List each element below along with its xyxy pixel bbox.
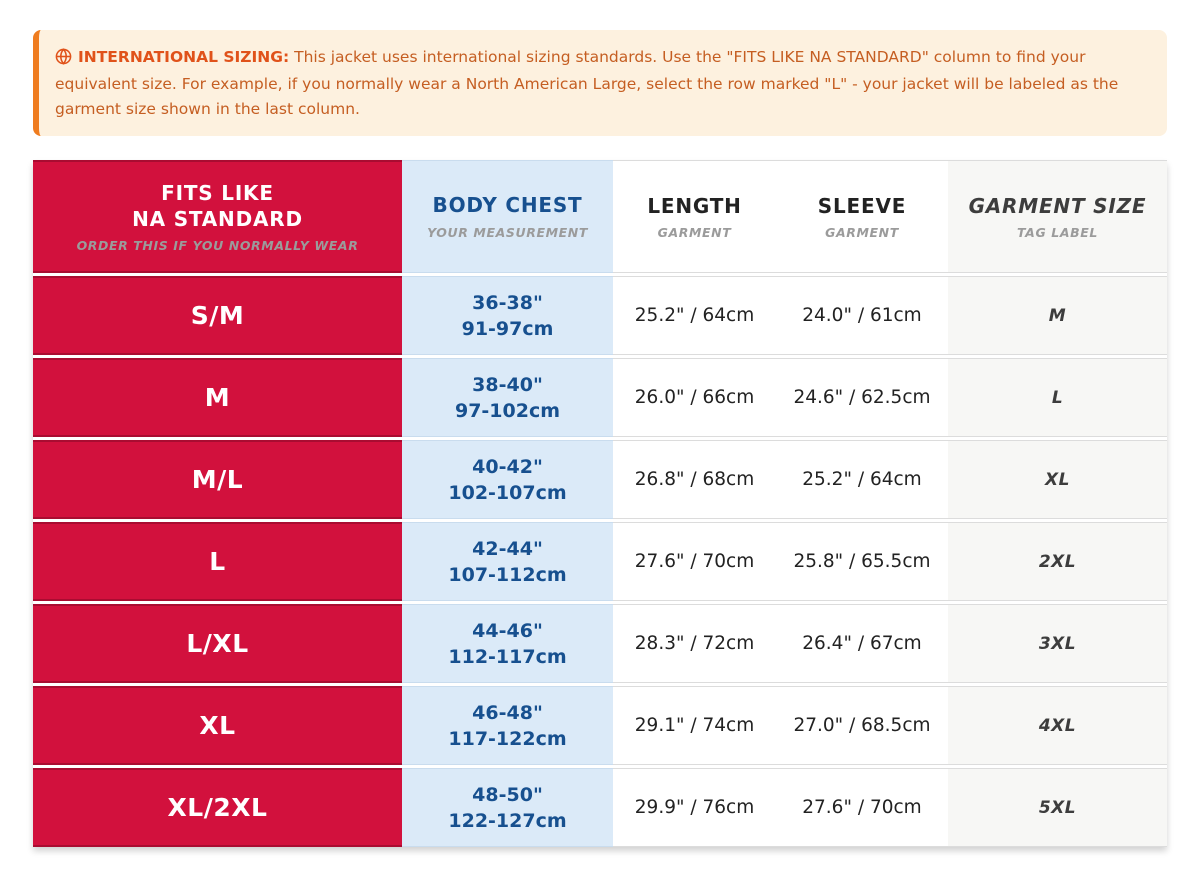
body-chest-cell: 36-38" 91-97cm — [402, 276, 614, 356]
length-cell: 28.3" / 72cm — [613, 604, 776, 684]
body-chest-cell: 46-48" 117-122cm — [402, 686, 614, 766]
column-header-fits-like: FITS LIKE NA STANDARD ORDER THIS IF YOU … — [33, 160, 402, 274]
size-row-ml[interactable]: M/L 40-42" 102-107cm 26.8" / 68cm 25.2" … — [33, 440, 1167, 520]
column-subtitle: YOUR MEASUREMENT — [427, 225, 588, 241]
na-size-cell: M/L — [33, 440, 402, 520]
chest-cm: 112-117cm — [448, 645, 567, 668]
length-cell: 29.1" / 74cm — [613, 686, 776, 766]
size-row-lxl[interactable]: L/XL 44-46" 112-117cm 28.3" / 72cm 26.4"… — [33, 604, 1167, 684]
column-header-garment-size: GARMENT SIZE TAG LABEL — [948, 160, 1167, 274]
column-title: SLEEVE — [817, 194, 907, 219]
sleeve-cell: 24.0" / 61cm — [775, 276, 948, 356]
na-size-cell: XL/2XL — [33, 768, 402, 848]
banner-title: INTERNATIONAL SIZING: — [78, 48, 290, 66]
international-sizing-banner: INTERNATIONAL SIZING: This jacket uses i… — [33, 30, 1167, 137]
length-cell: 27.6" / 70cm — [613, 522, 776, 602]
size-row-xl2xl[interactable]: XL/2XL 48-50" 122-127cm 29.9" / 76cm 27.… — [33, 768, 1167, 848]
chest-inches: 44-46" — [472, 619, 543, 642]
garment-size-cell: 5XL — [948, 768, 1167, 848]
sleeve-cell: 24.6" / 62.5cm — [775, 358, 948, 438]
body-chest-cell: 44-46" 112-117cm — [402, 604, 614, 684]
chest-inches: 42-44" — [472, 537, 543, 560]
garment-size-cell: 4XL — [948, 686, 1167, 766]
column-header-sleeve: SLEEVE GARMENT — [775, 160, 948, 274]
chest-inches: 48-50" — [472, 783, 543, 806]
size-guide-page: INTERNATIONAL SIZING: This jacket uses i… — [33, 30, 1167, 848]
column-subtitle: TAG LABEL — [1017, 225, 1098, 241]
column-subtitle: GARMENT — [825, 225, 899, 241]
size-chart-table: FITS LIKE NA STANDARD ORDER THIS IF YOU … — [33, 160, 1167, 848]
column-subtitle: GARMENT — [657, 225, 732, 241]
length-cell: 29.9" / 76cm — [613, 768, 776, 848]
table-header-row: FITS LIKE NA STANDARD ORDER THIS IF YOU … — [33, 160, 1167, 274]
chest-cm: 102-107cm — [448, 481, 567, 504]
sleeve-cell: 25.2" / 64cm — [775, 440, 948, 520]
chest-inches: 40-42" — [472, 455, 543, 478]
column-header-body-chest: BODY CHEST YOUR MEASUREMENT — [402, 160, 614, 274]
column-title: BODY CHEST — [432, 193, 583, 218]
size-row-xl[interactable]: XL 46-48" 117-122cm 29.1" / 74cm 27.0" /… — [33, 686, 1167, 766]
column-title: LENGTH — [647, 194, 742, 219]
length-cell: 26.8" / 68cm — [613, 440, 776, 520]
length-cell: 26.0" / 66cm — [613, 358, 776, 438]
body-chest-cell: 40-42" 102-107cm — [402, 440, 614, 520]
na-size-cell: M — [33, 358, 402, 438]
chest-cm: 122-127cm — [448, 809, 567, 832]
column-title: GARMENT SIZE — [968, 194, 1147, 219]
size-row-l[interactable]: L 42-44" 107-112cm 27.6" / 70cm 25.8" / … — [33, 522, 1167, 602]
column-title: FITS LIKE NA STANDARD — [132, 181, 303, 232]
chest-cm: 91-97cm — [461, 317, 554, 340]
length-cell: 25.2" / 64cm — [613, 276, 776, 356]
sleeve-cell: 25.8" / 65.5cm — [775, 522, 948, 602]
garment-size-cell: M — [948, 276, 1167, 356]
body-chest-cell: 48-50" 122-127cm — [402, 768, 614, 848]
banner-body-text: This jacket uses international sizing st… — [55, 48, 1119, 118]
na-size-cell: L — [33, 522, 402, 602]
body-chest-cell: 38-40" 97-102cm — [402, 358, 614, 438]
column-subtitle: ORDER THIS IF YOU NORMALLY WEAR — [76, 238, 359, 254]
na-size-cell: L/XL — [33, 604, 402, 684]
chest-cm: 97-102cm — [454, 399, 561, 422]
globe-icon — [55, 48, 72, 72]
size-row-m[interactable]: M 38-40" 97-102cm 26.0" / 66cm 24.6" / 6… — [33, 358, 1167, 438]
na-size-cell: S/M — [33, 276, 402, 356]
garment-size-cell: XL — [948, 440, 1167, 520]
garment-size-cell: L — [948, 358, 1167, 438]
chest-cm: 107-112cm — [448, 563, 567, 586]
size-row-sm[interactable]: S/M 36-38" 91-97cm 25.2" / 64cm 24.0" / … — [33, 276, 1167, 356]
na-size-cell: XL — [33, 686, 402, 766]
sleeve-cell: 27.0" / 68.5cm — [775, 686, 948, 766]
chest-cm: 117-122cm — [448, 727, 567, 750]
sleeve-cell: 27.6" / 70cm — [775, 768, 948, 848]
sleeve-cell: 26.4" / 67cm — [775, 604, 948, 684]
chest-inches: 46-48" — [472, 701, 543, 724]
column-header-length: LENGTH GARMENT — [613, 160, 776, 274]
garment-size-cell: 2XL — [948, 522, 1167, 602]
garment-size-cell: 3XL — [948, 604, 1167, 684]
chest-inches: 38-40" — [472, 373, 543, 396]
body-chest-cell: 42-44" 107-112cm — [402, 522, 614, 602]
chest-inches: 36-38" — [472, 291, 543, 314]
